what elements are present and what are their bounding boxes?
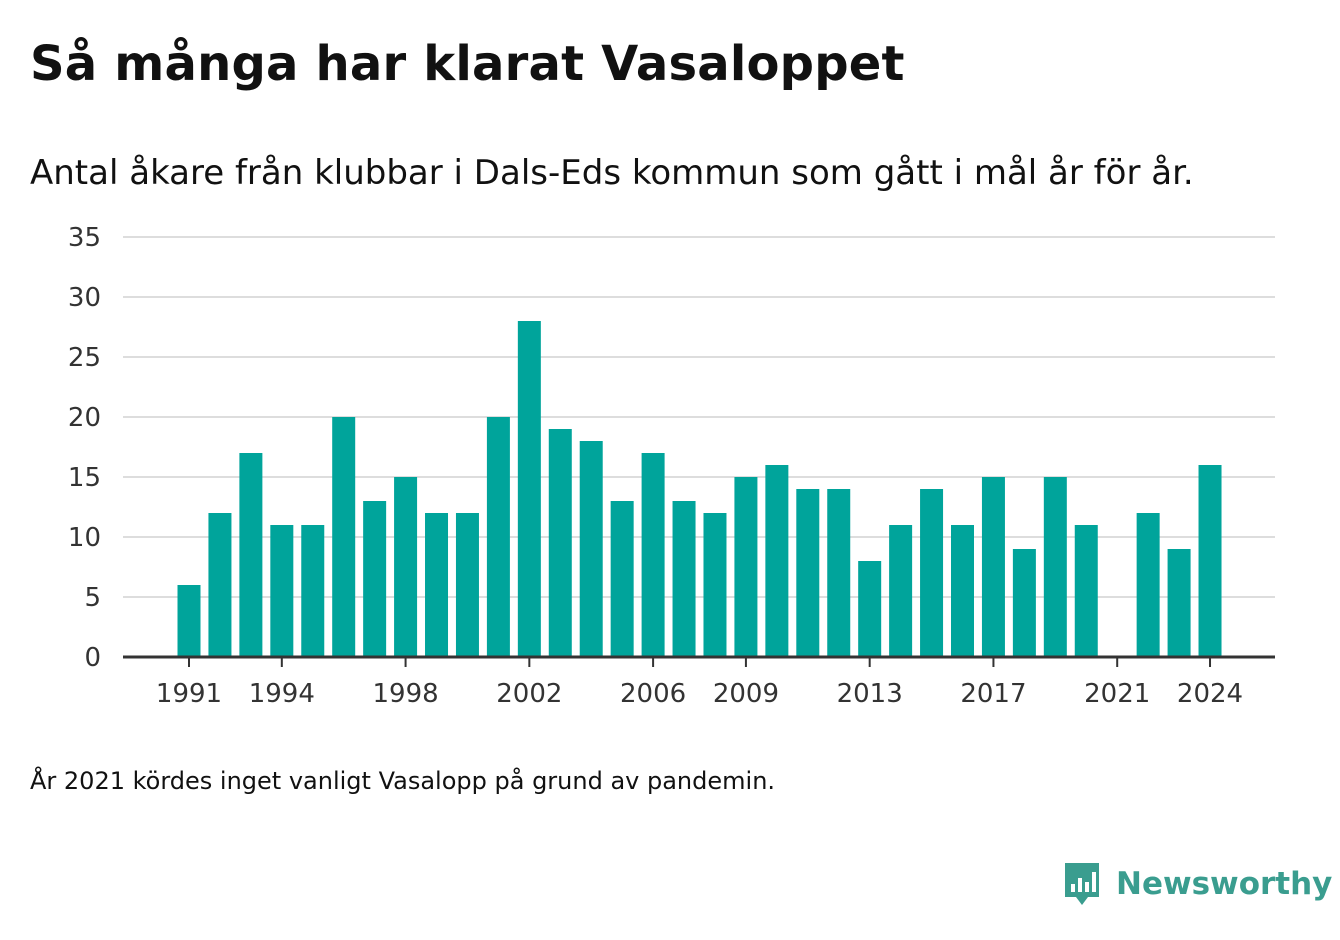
bar-2024	[1198, 465, 1222, 657]
bar-2001	[486, 417, 510, 657]
bar-2006	[641, 453, 665, 657]
footnote: År 2021 kördes inget vanligt Vasalopp på…	[30, 767, 776, 795]
bar-2023	[1167, 549, 1191, 657]
bar-2002	[517, 321, 541, 657]
bar-2011	[796, 489, 820, 657]
x-tick-label-1998: 1998	[372, 679, 438, 709]
brand-name: Newsworthy	[1116, 866, 1333, 902]
bar-2020	[1074, 525, 1098, 657]
x-axis-tick-labels: 1991 1994 1998 2002 2006 2009 2013 2017 2021 2024	[156, 679, 1243, 709]
newsworthy-logo-icon	[1065, 863, 1099, 905]
y-tick-label-20: 20	[68, 403, 101, 433]
bar-2022	[1136, 513, 1160, 657]
x-tick-label-2006: 2006	[620, 679, 686, 709]
bar-1997	[363, 501, 387, 657]
x-axis	[123, 655, 1275, 667]
bar-2015	[920, 489, 944, 657]
bar-1996	[332, 417, 356, 657]
bar-2017	[981, 477, 1005, 657]
x-tick-label-2013: 2013	[837, 679, 903, 709]
bar-2019	[1043, 477, 1067, 657]
y-tick-label-30: 30	[68, 283, 101, 313]
bar-2005	[610, 501, 634, 657]
bar-1999	[425, 513, 449, 657]
y-tick-label-5: 5	[84, 583, 101, 613]
bar-2007	[672, 501, 696, 657]
bar-2014	[889, 525, 913, 657]
y-axis-tick-labels: 0 5 10 15 20 25 30 35	[68, 223, 101, 673]
x-tick-label-1994: 1994	[249, 679, 315, 709]
bar-chart: 0 5 10 15 20 25 30 35 1991 1994 1998 2002 2006 2009 2…	[68, 223, 1275, 709]
bar-2012	[827, 489, 851, 657]
x-tick-label-2021: 2021	[1084, 679, 1150, 709]
bar-1992	[208, 513, 232, 657]
x-tick-label-2009: 2009	[713, 679, 779, 709]
bar-1995	[301, 525, 325, 657]
chart-title: Så många har klarat Vasaloppet	[30, 36, 905, 92]
bar-1994	[270, 525, 294, 657]
y-tick-label-10: 10	[68, 523, 101, 553]
bar-2000	[455, 513, 479, 657]
y-tick-label-35: 35	[68, 223, 101, 253]
x-tick-label-1991: 1991	[156, 679, 222, 709]
x-tick-label-2002: 2002	[496, 679, 562, 709]
bar-1991	[177, 585, 201, 657]
y-tick-label-0: 0	[84, 643, 101, 673]
bar-2008	[703, 513, 727, 657]
bar-2004	[579, 441, 603, 657]
bars	[177, 321, 1222, 657]
gridlines	[123, 236, 1275, 598]
bar-2013	[858, 561, 882, 657]
bar-1993	[239, 453, 263, 657]
bar-1998	[394, 477, 418, 657]
brand-logo: Newsworthy	[1062, 860, 1332, 908]
chart-subtitle: Antal åkare från klubbar i Dals-Eds komm…	[30, 153, 1194, 193]
bar-2016	[951, 525, 974, 657]
x-tick-label-2024: 2024	[1177, 679, 1243, 709]
x-tick-label-2017: 2017	[960, 679, 1026, 709]
bar-2010	[765, 465, 789, 657]
y-tick-label-15: 15	[68, 463, 101, 493]
y-tick-label-25: 25	[68, 343, 101, 373]
bar-2009	[734, 477, 758, 657]
bar-2018	[1012, 549, 1036, 657]
bar-2003	[548, 429, 572, 657]
